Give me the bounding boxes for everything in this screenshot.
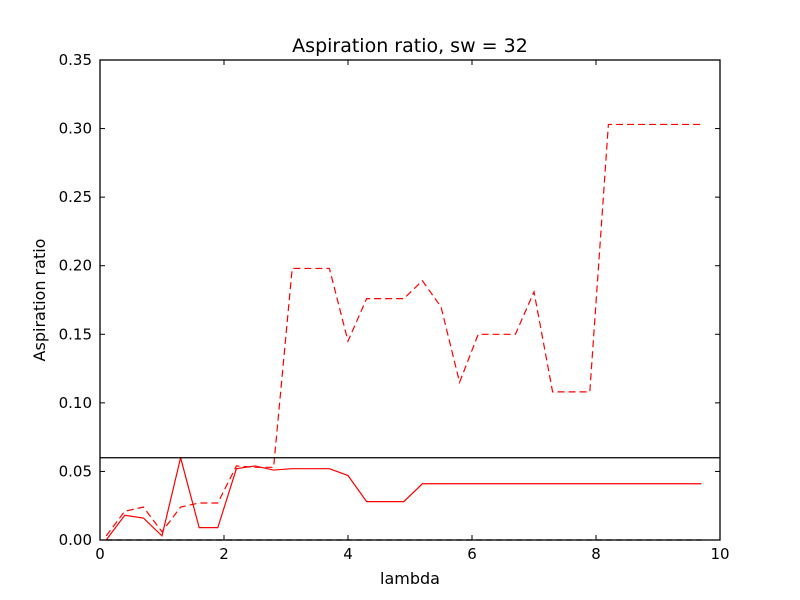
plot-frame xyxy=(99,59,721,541)
x-tick-label: 4 xyxy=(343,545,353,563)
plot-background xyxy=(100,60,720,540)
y-tick-label: 0.25 xyxy=(59,188,92,206)
y-tick-label: 0.10 xyxy=(59,394,92,412)
x-tick-label: 10 xyxy=(710,545,729,563)
chart-title: Aspiration ratio, sw = 32 xyxy=(292,35,528,57)
x-tick-label: 2 xyxy=(219,545,229,563)
x-axis-label: lambda xyxy=(380,569,440,588)
y-tick-label: 0.30 xyxy=(59,120,92,138)
y-tick-label: 0.05 xyxy=(59,462,92,480)
y-tick-label: 0.35 xyxy=(59,51,92,69)
series-line-2 xyxy=(105,457,702,541)
y-tick-label: 0.20 xyxy=(59,257,92,275)
y-tick-label: 0.15 xyxy=(59,325,92,343)
ticks-layer: 0 2 4 6 8 10 0.00 0.05 0.10 0.15 0.20 0.25 0.30 0.35 xyxy=(59,51,730,563)
series-layer xyxy=(105,123,702,541)
y-axis-label: Aspiration ratio xyxy=(30,239,49,362)
series-line-1 xyxy=(105,123,702,537)
x-tick-label: 0 xyxy=(95,545,105,563)
y-tick-label: 0.00 xyxy=(59,531,92,549)
x-tick-label: 6 xyxy=(467,545,477,563)
x-tick-label: 8 xyxy=(591,545,601,563)
